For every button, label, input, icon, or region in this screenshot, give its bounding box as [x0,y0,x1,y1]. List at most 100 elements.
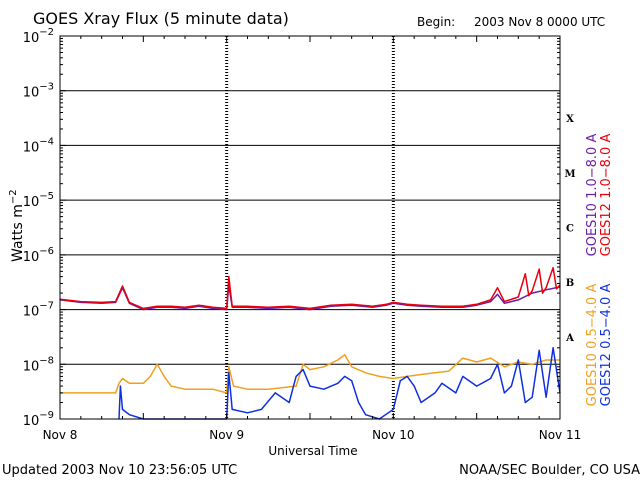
data-point [351,303,353,305]
data-point [531,396,533,398]
data-point [517,296,519,298]
data-point [212,306,214,308]
data-point [226,309,228,311]
data-point [420,401,422,404]
data-point [531,363,533,365]
data-point [128,301,130,303]
data-point [260,408,262,410]
data-point [302,369,304,371]
data-point [365,372,367,374]
x-axis-label: Universal Time [268,444,357,458]
chart-title: GOES Xray Flux (5 minute data) [33,9,289,28]
data-point [309,385,311,387]
data-point [163,375,165,377]
series-line [59,267,561,310]
data-point [490,301,492,303]
data-point [330,304,332,306]
x-tick-label: Nov 10 [372,428,415,442]
data-point [302,363,304,365]
y-tick-label: 10−2 [23,27,54,46]
y-tick-label: 10−3 [23,82,54,101]
begin-label: Begin: [417,15,455,29]
data-point [233,385,235,387]
data-point [538,349,540,351]
data-point [295,375,297,377]
data-point [462,357,464,359]
data-point [503,366,505,368]
data-point [552,267,554,269]
data-point [517,359,519,361]
data-point [448,370,450,372]
data-point [231,305,233,307]
flare-class-c: C [566,224,574,235]
data-point [228,366,230,368]
data-point [545,396,547,398]
series-line [59,284,561,311]
y-tick-label: 10−7 [23,301,54,320]
data-point [267,306,269,308]
data-point [184,306,186,308]
data-point [351,380,353,382]
data-point [337,359,339,361]
begin-value: 2003 Nov 8 0000 UTC [474,15,605,29]
data-point [121,408,124,410]
legend-entry: GOES10 0.5−4.0 A [585,284,600,407]
data-point [420,304,422,306]
data-point [80,392,82,394]
data-point [212,307,214,309]
data-point [246,412,249,414]
data-point [246,388,249,390]
data-point [351,366,353,368]
data-point [226,392,228,394]
data-point [392,408,394,410]
data-point [420,373,422,376]
y-tick-label: 10−9 [23,410,54,429]
data-point [552,347,554,349]
data-point [503,392,505,394]
y-tick-label: 10−5 [23,191,54,210]
data-point [101,392,103,394]
data-point [476,361,478,363]
data-point [198,388,200,390]
legend-entry: GOES12 0.5−4.0 A [599,284,614,407]
data-point [490,377,492,380]
data-point [267,388,269,390]
data-point [149,375,151,377]
data-point [420,305,422,307]
data-point [496,293,499,295]
data-point [323,366,325,368]
data-point [462,375,464,377]
data-point [231,408,233,410]
data-point [228,372,230,374]
data-point [358,401,360,404]
data-point [309,307,311,309]
flare-class-b: B [566,278,574,289]
data-point [309,369,311,371]
data-point [434,392,436,394]
data-point [212,388,214,390]
data-point [80,301,82,303]
data-point [226,307,228,309]
data-point [274,392,276,394]
data-point [344,375,346,377]
data-point [228,276,230,278]
data-point [392,377,394,380]
flare-class-a: A [565,333,574,344]
data-point [542,292,544,294]
data-point [524,401,526,404]
data-point [295,385,297,387]
x-tick-label: Nov 11 [539,428,582,442]
data-layer [59,267,561,420]
data-point [344,354,346,356]
data-point [476,303,478,305]
y-axis-label: Watts m−2 [8,189,26,262]
flare-class-x: X [566,114,574,125]
data-point [121,377,124,380]
data-point [184,307,186,309]
data-point [531,290,533,292]
data-point [118,382,120,384]
data-point [198,304,200,306]
x-tick-label: Nov 8 [43,428,78,442]
data-point [462,305,464,307]
